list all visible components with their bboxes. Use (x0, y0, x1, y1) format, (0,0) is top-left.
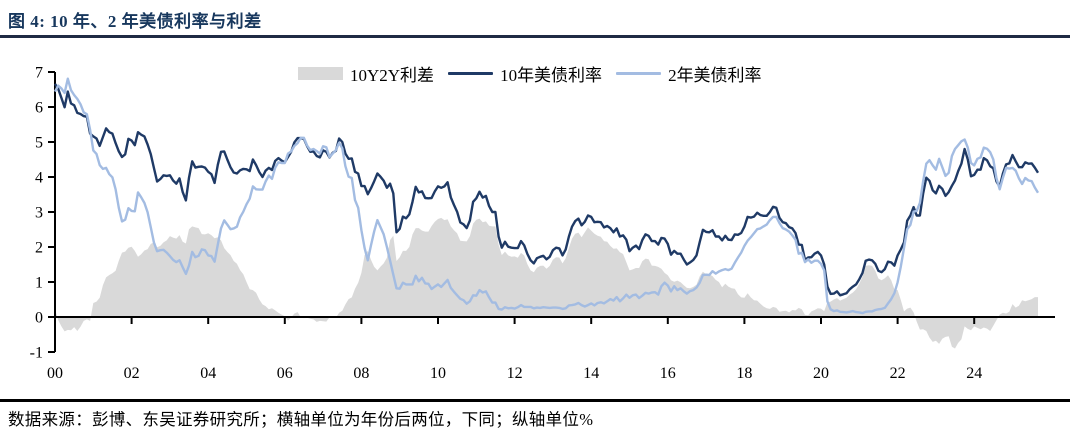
figure-title: 图 4: 10 年、2 年美债利率与利差 (8, 12, 262, 31)
line-10y-series (53, 83, 1040, 297)
x-tick-label: 04 (200, 365, 216, 382)
y-tick-label: 3 (35, 205, 43, 222)
x-tick-label: 18 (736, 365, 752, 382)
line-10y-swatch (448, 72, 494, 75)
x-tick-label: 14 (583, 365, 599, 382)
y-tick-label: 0 (35, 310, 43, 327)
legend-label-10y: 10年美债利率 (500, 66, 603, 85)
data-source-note: 数据来源：彭博、东吴证券研究所；横轴单位为年份后两位，下同；纵轴单位% (8, 410, 594, 429)
y-tick-label: 5 (35, 135, 43, 152)
y-tick-label: 2 (35, 240, 43, 257)
y-tick-label: 7 (35, 65, 43, 82)
x-tick-label: 12 (507, 365, 523, 382)
x-tick-label: 00 (47, 365, 63, 382)
source-divider (0, 399, 1070, 402)
legend-item-2y: 2年美债利率 (616, 61, 762, 86)
x-tick-label: 20 (813, 365, 829, 382)
x-tick-label: 02 (124, 365, 140, 382)
spread-area-series (55, 217, 1038, 349)
x-tick-label: 16 (660, 365, 676, 382)
legend-label-spread: 10Y2Y利差 (350, 66, 435, 85)
y-tick-label: 4 (35, 170, 43, 187)
legend-item-10y: 10年美债利率 (448, 61, 602, 86)
legend-item-spread: 10Y2Y利差 (298, 61, 434, 86)
x-tick-label: 08 (353, 365, 369, 382)
title-divider (0, 35, 1070, 38)
x-tick-label: 06 (277, 365, 293, 382)
line-2y-swatch (616, 72, 662, 75)
spread-area-swatch (298, 67, 343, 80)
x-tick-label: 22 (890, 365, 906, 382)
y-tick-label: 1 (35, 275, 43, 292)
chart-legend: 10Y2Y利差 10年美债利率 2年美债利率 (298, 61, 762, 86)
line-2y-series (53, 77, 1040, 315)
x-tick-label: 10 (430, 365, 446, 382)
x-tick-label: 24 (966, 365, 982, 382)
y-tick-label: 6 (35, 100, 43, 117)
legend-label-2y: 2年美债利率 (668, 66, 762, 85)
y-tick-label: -1 (30, 345, 43, 362)
chart-area: -1 0 1 2 3 4 5 6 7 00 02 04 06 08 10 12 14 16 18 20 22 24 (0, 40, 1070, 396)
